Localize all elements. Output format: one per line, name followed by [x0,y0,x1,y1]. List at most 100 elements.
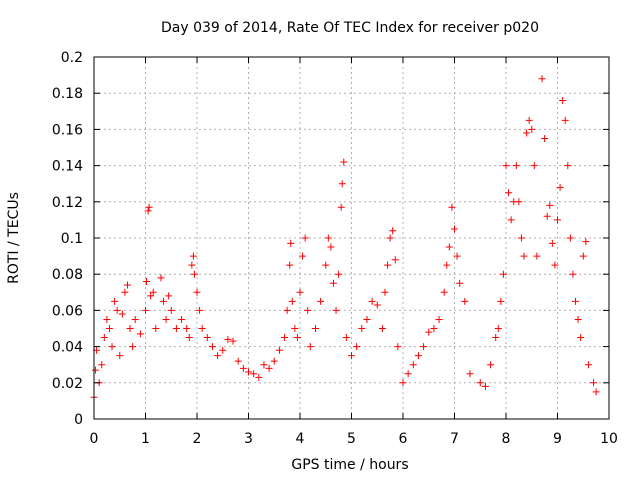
data-point [579,252,587,260]
data-point [188,261,196,269]
x-tick-label: 6 [399,431,408,447]
data-point [239,364,247,372]
data-point [329,279,337,287]
data-point [144,207,152,215]
data-point [443,261,451,269]
data-point [123,281,131,289]
data-point [353,343,361,351]
data-point [189,252,197,260]
data-point [301,234,309,242]
data-point [564,162,572,170]
y-tick-label: 0.2 [61,50,83,66]
y-tick-label: 0.04 [52,340,83,356]
data-point [481,382,489,390]
data-point [456,279,464,287]
data-point [420,343,428,351]
data-point [324,234,332,242]
y-axis-label: ROTI / TECUs [6,192,22,284]
data-point [111,297,119,305]
y-tick-label: 0.06 [52,303,83,319]
data-point [451,225,458,233]
data-point [143,277,151,285]
x-tick-label: 3 [244,431,253,447]
data-point [505,189,513,197]
data-point [430,325,438,332]
grid [94,57,609,419]
data-point [448,203,456,211]
y-tick-label: 0.14 [52,159,83,175]
data-point [142,306,149,314]
data-point [129,343,137,351]
data-point [502,162,510,170]
y-tick-label: 0.1 [61,231,83,247]
data-point [561,116,569,124]
data-point [543,212,551,220]
data-point [368,297,376,305]
data-point [391,256,399,264]
data-point [515,198,523,206]
data-point [287,239,295,247]
data-point [559,96,567,104]
data-point [507,216,515,224]
x-tick-label: 2 [193,431,202,447]
data-point [492,334,500,342]
axis-ticks: 0 1 2 3 4 5 6 7 8 9 10 0 0.02 0.04 0.06 0.08 0.1 0.12 0.14… [52,50,618,447]
data-point [304,306,312,314]
data-point [461,297,469,305]
data-point [335,270,343,278]
x-tick-label: 10 [600,431,618,447]
data-point [306,343,314,351]
data-point [577,334,585,342]
data-point [196,306,204,314]
data-point [582,238,590,246]
data-point [566,234,574,242]
data-point [384,261,392,269]
data-point [198,325,206,332]
data-point [530,162,538,170]
data-point [541,134,549,142]
data-point [409,361,417,369]
data-point [337,203,345,211]
data-point [283,306,291,314]
chart-title: Day 039 of 2014, Rate Of TEC Index for r… [161,20,539,36]
data-point [590,379,598,387]
data-point [311,325,319,332]
data-point [373,301,381,309]
data-point [533,252,541,260]
y-tick-label: 0 [74,412,83,428]
data-point [286,261,294,269]
data-point [293,334,301,342]
data-point [172,325,180,332]
data-point [214,352,222,360]
data-point [281,334,289,342]
data-point [149,288,157,296]
data-point [193,288,201,296]
data-point [476,379,484,387]
data-point [296,288,304,296]
data-point [167,306,175,314]
data-point [275,346,283,354]
data-point [499,270,507,278]
data-point [118,310,126,318]
data-point [523,129,531,137]
data-point [425,328,433,336]
data-point [234,357,242,365]
data-point [229,337,237,345]
data-point [152,325,160,332]
data-point [554,216,561,224]
data-point [157,274,165,282]
data-point [92,366,100,374]
data-point [113,306,121,314]
data-point [546,201,554,209]
data-point [497,297,505,305]
data-point [190,270,198,278]
data-point [178,315,186,323]
data-point [466,370,474,378]
data-point [100,334,108,342]
data-point [145,203,153,211]
data-point [260,361,268,369]
y-tick-label: 0.12 [52,195,83,211]
data-point [525,116,533,124]
data-point [572,297,580,305]
